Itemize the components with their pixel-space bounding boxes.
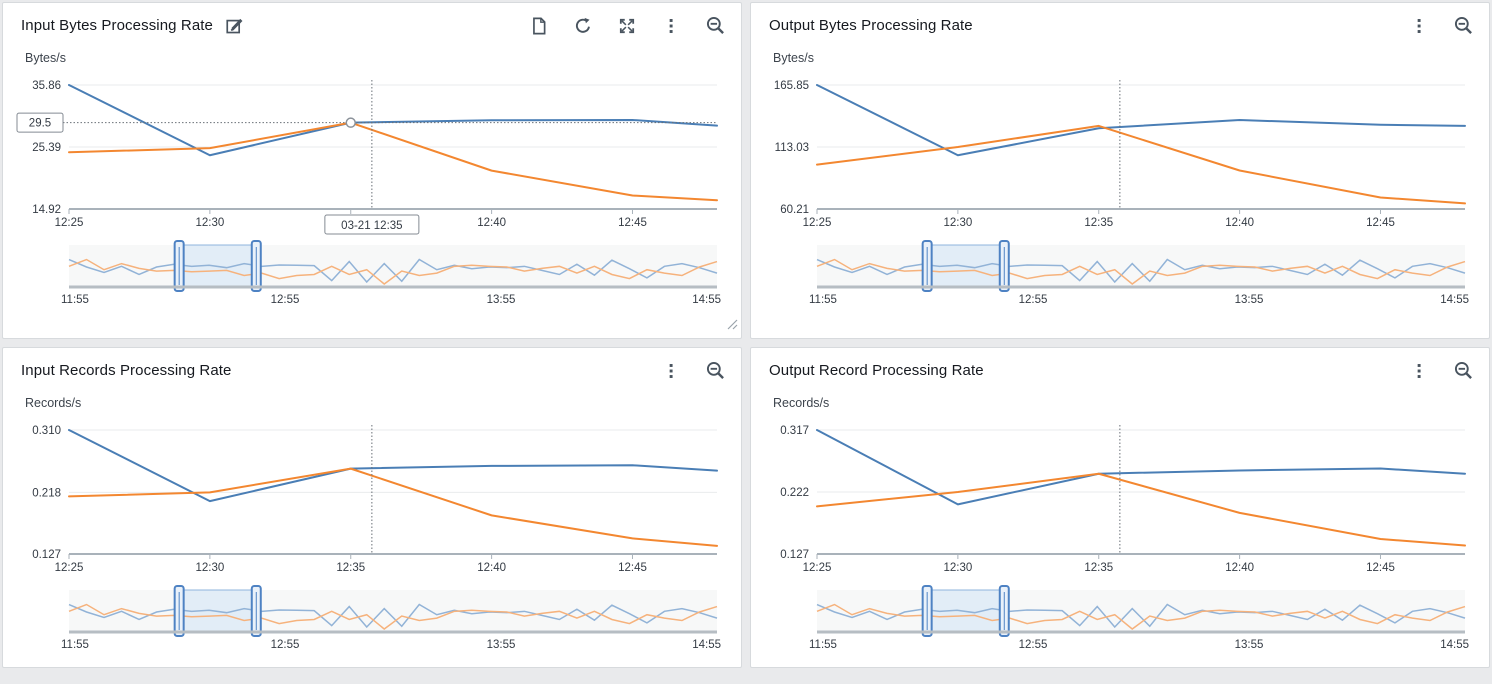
panel-toolbar: [1410, 16, 1473, 35]
y-axis-unit-label: Bytes/s: [773, 51, 814, 65]
series-line-series-1: [68, 84, 718, 157]
y-tick-label: 0.218: [32, 487, 61, 499]
panel-input-records: Input Records Processing Rate Records/s …: [2, 347, 742, 668]
hover-point-marker: [345, 117, 356, 128]
x-tick-label: 12:45: [618, 217, 647, 229]
x-tick-label: 12:40: [1225, 217, 1254, 229]
y-tick-label: 0.127: [780, 549, 809, 561]
x-tick-label: 12:40: [477, 217, 506, 229]
brush-tick-label: 12:55: [271, 294, 300, 306]
series-line-series-1: [816, 84, 1466, 157]
y-axis-unit-label: Records/s: [25, 396, 82, 410]
x-tick-label: 12:25: [55, 562, 84, 574]
panel-title: Output Bytes Processing Rate: [769, 17, 973, 34]
panel-output-records: Output Record Processing Rate Records/s …: [750, 347, 1490, 668]
zoom-out-icon[interactable]: [1454, 361, 1473, 380]
panel-input-bytes: Input Bytes Processing Rate: [2, 2, 742, 339]
y-tick-label: 25.39: [32, 142, 61, 154]
series-line-series-2: [68, 121, 718, 202]
y-tick-label: 60.21: [780, 204, 809, 216]
panel-title: Output Record Processing Rate: [769, 362, 984, 379]
brush-tick-label: 14:55: [692, 639, 721, 651]
x-tick-label: 12:35: [1084, 217, 1113, 229]
x-tick-label: 12:30: [943, 562, 972, 574]
x-tick-label: 12:25: [55, 217, 84, 229]
panel-toolbar: [530, 16, 725, 35]
series-line-series-1: [68, 429, 718, 503]
brush-tick-label: 11:55: [61, 294, 89, 306]
brush-tick-label: 13:55: [1235, 639, 1264, 651]
x-tick-label: 12:25: [803, 562, 832, 574]
x-tick-label: 12:45: [1366, 562, 1395, 574]
kebab-menu-icon[interactable]: [662, 17, 680, 35]
y-axis-tooltip-value: 29.5: [29, 118, 51, 130]
zoom-out-icon[interactable]: [706, 361, 725, 380]
brush-tick-label: 13:55: [487, 639, 516, 651]
panel-title: Input Records Processing Rate: [21, 362, 232, 379]
brush-tick-label: 14:55: [1440, 639, 1469, 651]
panel-toolbar: [662, 361, 725, 380]
brush-tick-label: 14:55: [1440, 294, 1469, 306]
y-tick-label: 0.127: [32, 549, 61, 561]
kebab-menu-icon[interactable]: [1410, 362, 1428, 380]
y-tick-label: 0.222: [780, 487, 809, 499]
refresh-icon[interactable]: [574, 17, 592, 35]
resize-grip[interactable]: [726, 317, 738, 335]
x-tick-label: 12:35: [1084, 562, 1113, 574]
zoom-out-icon[interactable]: [1454, 16, 1473, 35]
file-icon[interactable]: [530, 17, 548, 35]
x-tick-label: 12:30: [195, 562, 224, 574]
y-tick-label: 14.92: [32, 204, 61, 216]
panel-header: Output Record Processing Rate: [751, 348, 1489, 380]
panel-header: Input Records Processing Rate: [3, 348, 741, 380]
y-tick-label: 113.03: [775, 142, 809, 154]
y-tick-label: 35.86: [32, 80, 61, 92]
y-tick-label: 165.85: [774, 80, 809, 92]
brush-tick-label: 11:55: [61, 639, 89, 651]
brush-tick-label: 14:55: [692, 294, 721, 306]
expand-icon[interactable]: [618, 17, 636, 35]
panel-title: Input Bytes Processing Rate: [21, 17, 213, 34]
series-line-series-2: [816, 472, 1466, 547]
y-axis-unit-label: Bytes/s: [25, 51, 66, 65]
x-tick-label: 12:45: [618, 562, 647, 574]
y-tick-label: 0.317: [780, 425, 809, 437]
brush-tick-label: 12:55: [271, 639, 300, 651]
edit-icon[interactable]: [225, 17, 243, 35]
kebab-menu-icon[interactable]: [662, 362, 680, 380]
brush-tick-label: 11:55: [809, 639, 837, 651]
zoom-out-icon[interactable]: [706, 16, 725, 35]
brush-tick-label: 12:55: [1019, 639, 1048, 651]
series-line-series-2: [816, 124, 1466, 205]
x-tick-label: 12:25: [803, 217, 832, 229]
brush-tick-label: 12:55: [1019, 294, 1048, 306]
x-axis-tooltip-box: [324, 214, 420, 235]
brush-tick-label: 13:55: [487, 294, 516, 306]
panel-toolbar: [1410, 361, 1473, 380]
series-line-series-1: [816, 429, 1466, 506]
kebab-menu-icon[interactable]: [1410, 17, 1428, 35]
y-tick-label: 0.310: [32, 425, 61, 437]
series-line-series-2: [68, 467, 718, 547]
panel-header: Input Bytes Processing Rate: [3, 3, 741, 35]
brush-tick-label: 11:55: [809, 294, 837, 306]
brush-tick-label: 13:55: [1235, 294, 1264, 306]
x-tick-label: 12:40: [1225, 562, 1254, 574]
x-tick-label: 12:30: [943, 217, 972, 229]
panel-header: Output Bytes Processing Rate: [751, 3, 1489, 35]
x-tick-label: 12:40: [477, 562, 506, 574]
x-tick-label: 12:45: [1366, 217, 1395, 229]
x-tick-label: 12:35: [336, 562, 365, 574]
y-axis-tooltip-box: [16, 112, 64, 133]
x-axis-tooltip-value: 03-21 12:35: [341, 220, 402, 232]
panel-output-bytes: Output Bytes Processing Rate Bytes/s 165…: [750, 2, 1490, 339]
x-tick-label: 12:30: [195, 217, 224, 229]
y-axis-unit-label: Records/s: [773, 396, 830, 410]
